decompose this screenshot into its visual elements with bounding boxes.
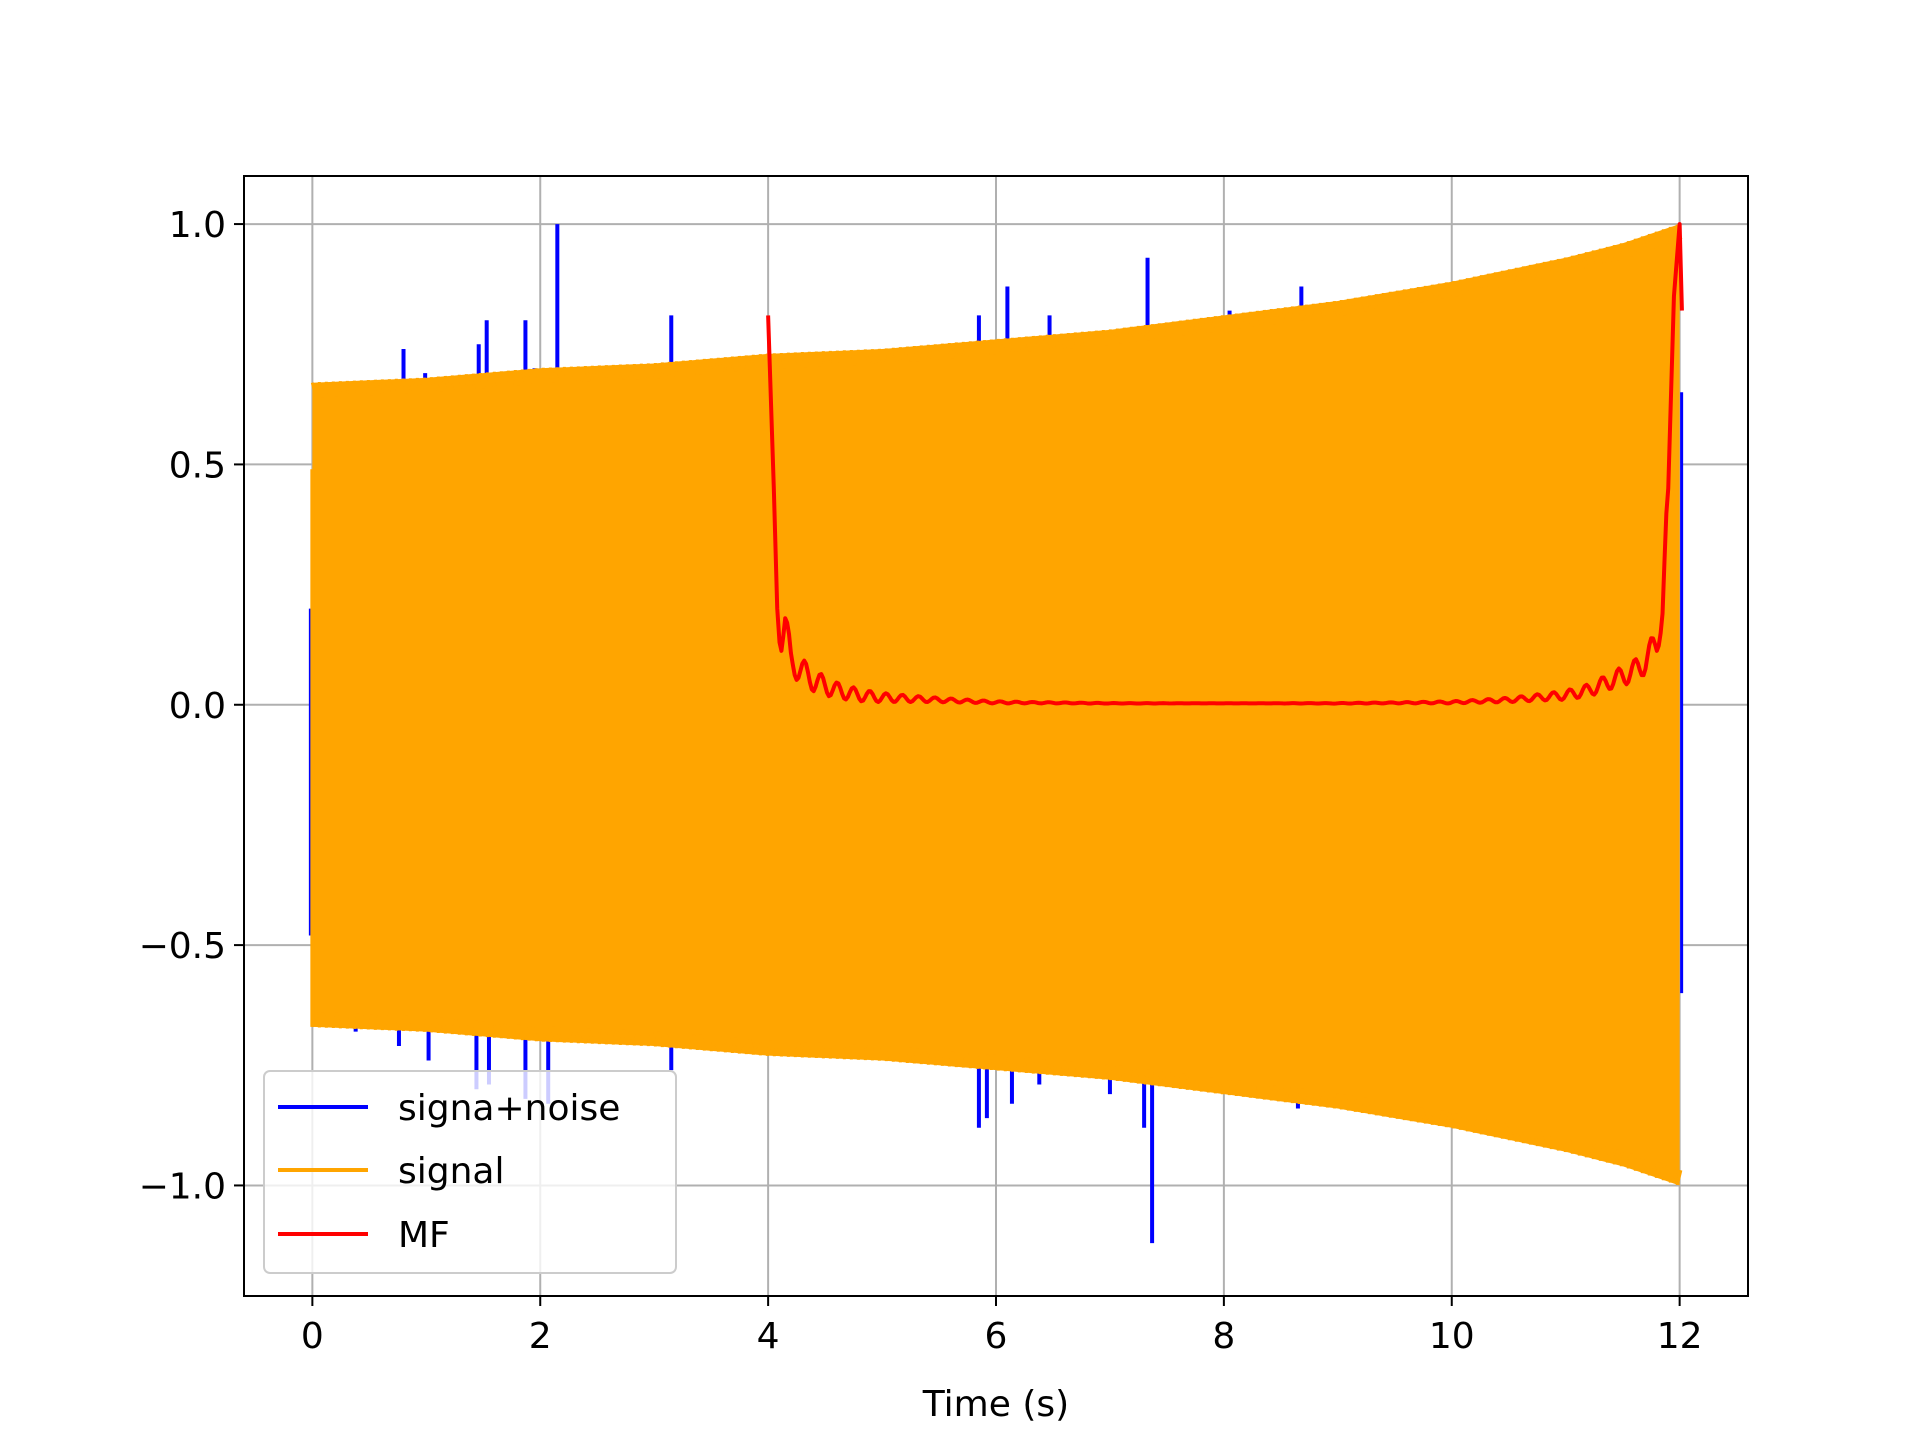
y-tick-label-1: 0.5 <box>169 445 226 486</box>
y-tick-label-2: 0.0 <box>169 686 226 727</box>
legend-box <box>263 1070 677 1274</box>
x-tick-label-6: 12 <box>1657 1316 1703 1357</box>
series-signal <box>310 224 1683 1186</box>
x-tick-label-0: 0 <box>301 1316 324 1357</box>
legend-label-signal: signal <box>398 1151 505 1192</box>
y-axis: 1.0 0.5 0.0 −0.5 −1.0 <box>139 205 244 1207</box>
signal-top-edge <box>310 224 1683 398</box>
y-tick-label-3: −0.5 <box>139 926 226 967</box>
x-tick-label-5: 10 <box>1429 1316 1475 1357</box>
series-mf <box>766 222 1684 706</box>
legend-label-mf: MF <box>398 1215 450 1256</box>
legend: signa+noise signal MF <box>263 1070 677 1274</box>
x-tick-label-2: 4 <box>757 1316 780 1357</box>
signal-band <box>312 224 1680 1186</box>
plot-series <box>308 222 1684 1244</box>
y-tick-label-4: −1.0 <box>139 1166 226 1207</box>
x-axis: 0 2 4 6 8 10 12 <box>301 1296 1703 1357</box>
x-tick-label-1: 2 <box>529 1316 552 1357</box>
x-tick-label-3: 6 <box>985 1316 1008 1357</box>
signal-bottom-edge <box>310 1012 1683 1186</box>
x-tick-label-4: 8 <box>1212 1316 1235 1357</box>
legend-label-signa-noise: signa+noise <box>398 1088 620 1129</box>
x-axis-label: Time (s) <box>922 1384 1069 1425</box>
y-tick-label-0: 1.0 <box>169 205 226 246</box>
mf-line <box>766 222 1684 706</box>
